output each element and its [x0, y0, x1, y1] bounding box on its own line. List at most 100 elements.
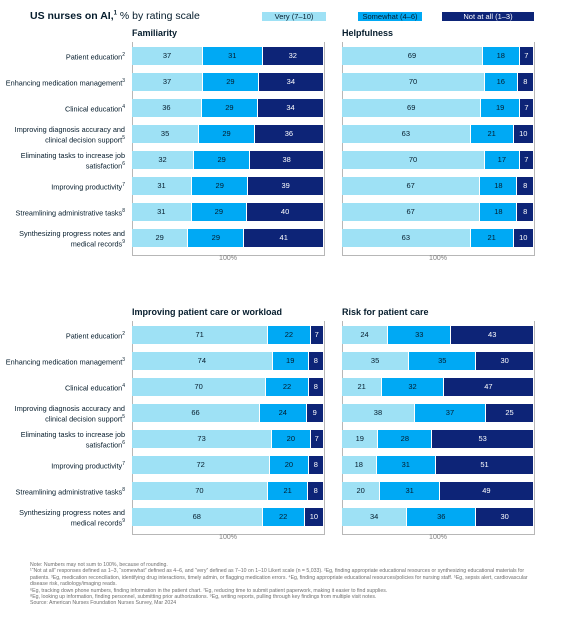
category-label: Improving productivity7 — [51, 182, 125, 192]
bar-segment-not-at-all: 34 — [258, 99, 323, 117]
bar-segment-not-at-all: 32 — [262, 47, 323, 65]
bar-segment-not-at-all: 7 — [519, 151, 533, 169]
bar-segment-not-at-all: 8 — [308, 378, 323, 396]
bar-segment-very: 24 — [342, 326, 388, 344]
title-main: US nurses on AI, — [30, 10, 114, 22]
bar-segment-somewhat: 32 — [382, 378, 443, 396]
bar-segment-not-at-all: 25 — [486, 404, 533, 422]
bar-segment-very: 37 — [132, 73, 203, 91]
category-label: Enhancing medication management3 — [5, 78, 125, 88]
bar-segment-not-at-all: 47 — [443, 378, 533, 396]
bar-segment-somewhat: 28 — [378, 430, 432, 448]
bar-segment-not-at-all: 36 — [254, 125, 323, 143]
bar-segment-not-at-all: 7 — [519, 99, 533, 117]
bar-segment-very: 21 — [342, 378, 382, 396]
bar-segment-somewhat: 29 — [191, 203, 247, 221]
category-label: Improving diagnosis accuracy and clinica… — [14, 124, 125, 144]
bar-segment-very: 31 — [132, 203, 191, 221]
bar-segment-very: 35 — [342, 352, 409, 370]
bar-segment-somewhat: 19 — [481, 99, 519, 117]
bar-segment-somewhat: 17 — [484, 151, 519, 169]
axis-label-100: 100% — [429, 255, 447, 262]
bar-segment-not-at-all: 10 — [513, 125, 533, 143]
category-label: Clinical education4 — [65, 383, 125, 393]
bar-segment-not-at-all: 8 — [517, 73, 533, 91]
bar-segment-not-at-all: 7 — [310, 430, 323, 448]
footnotes: Note: Numbers may not sum to 100%, becau… — [30, 562, 540, 607]
bar-segment-not-at-all: 8 — [308, 482, 323, 500]
bar-segment-not-at-all: 7 — [310, 326, 323, 344]
bar-segment-very: 72 — [132, 456, 270, 474]
bar-segment-somewhat: 29 — [203, 73, 258, 91]
bar-segment-not-at-all: 39 — [248, 177, 323, 195]
panel-title: Familiarity — [132, 28, 178, 38]
legend-swatch-not-at-all — [442, 12, 534, 21]
bar-segment-somewhat: 29 — [192, 177, 248, 195]
bar-segment-somewhat: 31 — [380, 482, 439, 500]
bar-segment-very: 69 — [342, 99, 481, 117]
bar-segment-very: 32 — [132, 151, 194, 169]
bar-segment-very: 19 — [342, 430, 378, 448]
legend-label-very: Very (7–10) — [274, 12, 314, 21]
bar-segment-very: 18 — [342, 456, 376, 474]
bar-segment-somewhat: 29 — [194, 151, 250, 169]
bar-segment-very: 37 — [132, 47, 203, 65]
category-label: Clinical education4 — [65, 104, 125, 114]
bar-segment-very: 36 — [132, 99, 201, 117]
bar-segment-somewhat: 29 — [188, 229, 244, 247]
bar-segment-not-at-all: 8 — [308, 352, 323, 370]
bar-segment-somewhat: 36 — [407, 508, 476, 526]
category-label: Patient education2 — [65, 331, 125, 341]
category-label: Improving diagnosis accuracy and clinica… — [14, 403, 125, 423]
category-label: Eliminating tasks to increase job satisf… — [20, 150, 125, 170]
bar-segment-not-at-all: 9 — [306, 404, 323, 422]
bar-segment-somewhat: 18 — [480, 177, 517, 195]
bar-segment-not-at-all: 10 — [513, 229, 533, 247]
category-label: Enhancing medication management3 — [5, 357, 125, 367]
bar-segment-not-at-all: 43 — [451, 326, 533, 344]
bar-segment-not-at-all: 30 — [476, 352, 533, 370]
category-label: Streamlining administrative tasks8 — [15, 487, 125, 497]
category-label: Streamlining administrative tasks8 — [15, 208, 125, 218]
bar-segment-very: 70 — [342, 73, 484, 91]
bar-segment-not-at-all: 7 — [519, 47, 533, 65]
axis-frame — [342, 42, 535, 256]
bar-segment-somewhat: 31 — [376, 456, 436, 474]
bar-segment-somewhat: 33 — [388, 326, 451, 344]
bar-segment-very: 71 — [132, 326, 268, 344]
bar-segment-somewhat: 21 — [470, 229, 513, 247]
title-subtitle: % by rating scale — [116, 10, 200, 22]
note-line: Source: American Nurses Foundation Nurse… — [30, 600, 177, 607]
bar-segment-somewhat: 29 — [199, 125, 254, 143]
bar-segment-somewhat: 18 — [482, 47, 519, 65]
bar-segment-very: 74 — [132, 352, 272, 370]
bar-segment-very: 67 — [342, 177, 480, 195]
note-line: Note: Numbers may not sum to 100%, becau… — [30, 562, 168, 568]
category-label: Patient education2 — [65, 52, 125, 62]
panel-title: Risk for patient care — [342, 307, 429, 317]
bar-segment-somewhat: 22 — [266, 378, 308, 396]
bar-segment-not-at-all: 51 — [436, 456, 533, 474]
legend-label-somewhat: Somewhat (4–6) — [362, 12, 418, 21]
bar-segment-somewhat: 35 — [409, 352, 476, 370]
bar-segment-not-at-all: 10 — [304, 508, 323, 526]
bar-segment-very: 38 — [342, 404, 414, 422]
panel-title: Helpfulness — [342, 28, 394, 38]
bar-segment-very: 69 — [342, 47, 482, 65]
bar-segment-very: 68 — [132, 508, 262, 526]
bar-segment-very: 67 — [342, 203, 480, 221]
category-label: Synthesizing progress notes and medical … — [19, 228, 125, 248]
axis-label-100: 100% — [219, 255, 237, 262]
axis-label-100: 100% — [429, 534, 447, 541]
bar-segment-not-at-all: 30 — [476, 508, 533, 526]
bar-segment-not-at-all: 41 — [244, 229, 323, 247]
bar-segment-very: 63 — [342, 229, 470, 247]
bar-segment-somewhat: 19 — [272, 352, 308, 370]
bar-segment-not-at-all: 8 — [308, 456, 323, 474]
axis-frame — [342, 321, 535, 535]
note-line: ⁸Eg, looking up information, finding per… — [30, 594, 377, 601]
bar-segment-very: 20 — [342, 482, 380, 500]
bar-segment-somewhat: 20 — [272, 430, 310, 448]
bar-segment-very: 73 — [132, 430, 272, 448]
bar-segment-very: 35 — [132, 125, 199, 143]
